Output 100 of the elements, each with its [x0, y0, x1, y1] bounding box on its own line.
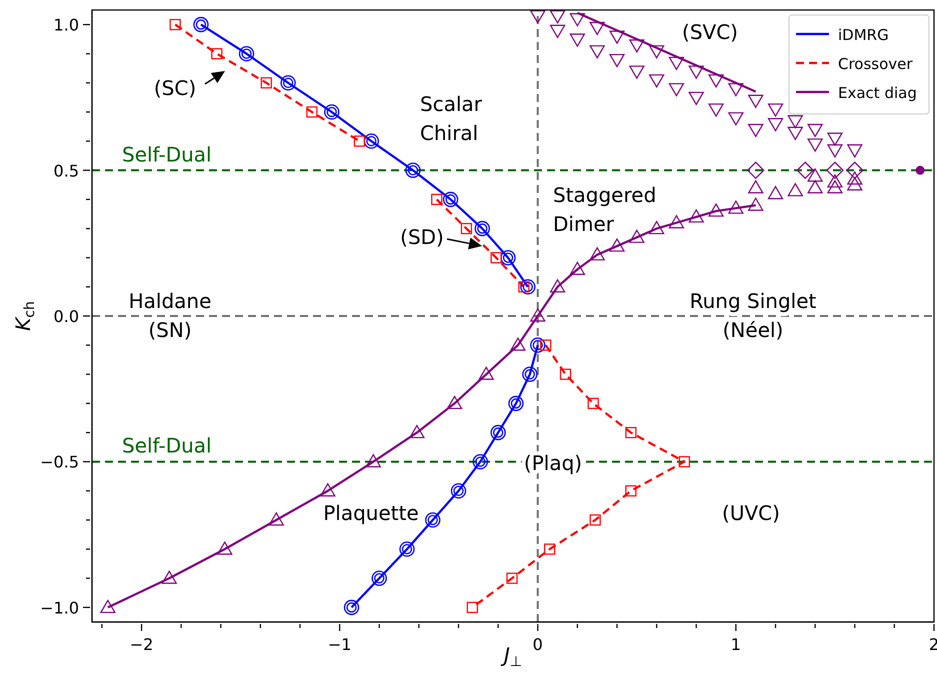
- point: [649, 220, 664, 234]
- point: [442, 192, 458, 208]
- point: [590, 514, 601, 526]
- point: [808, 180, 823, 194]
- point: [324, 104, 340, 120]
- point: [280, 75, 296, 91]
- point: [530, 337, 546, 353]
- y-tick-label: 0.0: [54, 307, 79, 326]
- point: [506, 572, 518, 584]
- point: [827, 180, 843, 194]
- point: [550, 279, 566, 292]
- point: [708, 74, 724, 88]
- x-tick-label: −1: [328, 635, 352, 654]
- point: [808, 124, 823, 138]
- point: [748, 124, 764, 138]
- point: [826, 162, 844, 179]
- point: [668, 215, 684, 228]
- y-tick-label: −1.0: [40, 598, 79, 618]
- point: [372, 570, 387, 586]
- point: [688, 66, 704, 79]
- point: [625, 485, 636, 496]
- point: [609, 54, 625, 68]
- point: [629, 39, 644, 53]
- annotation: Scalar Chiral: [420, 92, 483, 145]
- point: [748, 94, 764, 108]
- point: [478, 366, 494, 380]
- point: [268, 512, 284, 526]
- x-axis-title: J$_{⊥}$: [500, 643, 522, 670]
- point: [446, 396, 462, 410]
- point: [544, 544, 556, 555]
- point: [409, 424, 425, 438]
- point: [796, 162, 814, 179]
- point: [399, 541, 415, 557]
- point: [306, 106, 318, 118]
- point: [405, 162, 421, 178]
- annotation: Rung Singlet (Néel): [690, 289, 817, 342]
- point: [162, 570, 177, 584]
- point: [788, 115, 803, 128]
- point: [530, 308, 546, 322]
- point: [688, 209, 704, 223]
- point: [668, 56, 684, 70]
- point: [768, 118, 784, 132]
- point: [522, 366, 538, 382]
- y-tick-label: 1.0: [54, 16, 79, 35]
- point: [474, 220, 490, 236]
- point: [550, 10, 566, 24]
- point: [540, 340, 552, 351]
- y-tick-label: 0.5: [54, 161, 79, 180]
- point: [570, 34, 585, 47]
- annotation: (SD): [400, 225, 444, 249]
- point: [609, 238, 625, 252]
- point: [649, 74, 664, 88]
- point: [100, 600, 116, 614]
- ref-line-label: Self-Dual: [122, 142, 212, 166]
- point: [625, 426, 636, 438]
- point: [530, 10, 546, 24]
- point: [629, 230, 644, 243]
- point: [588, 398, 599, 410]
- point: [170, 18, 181, 30]
- point: [560, 368, 572, 380]
- point: [508, 396, 524, 412]
- point: [847, 171, 862, 185]
- point: [916, 166, 925, 175]
- point: [490, 252, 502, 264]
- ref-line-label: Self-Dual: [122, 434, 212, 458]
- point: [211, 48, 222, 60]
- x-tick-label: 1: [730, 635, 741, 654]
- point: [490, 424, 506, 440]
- annotation: (UVC): [722, 501, 780, 525]
- point: [590, 22, 605, 36]
- annotation: Staggered Dimer: [553, 183, 656, 236]
- point: [827, 132, 843, 146]
- point: [609, 30, 625, 44]
- point: [668, 83, 684, 96]
- point: [827, 144, 843, 158]
- annotation: (SVC): [682, 20, 738, 44]
- point: [431, 194, 442, 206]
- point: [748, 198, 764, 211]
- point: [510, 338, 526, 351]
- point: [500, 250, 516, 266]
- point: [748, 180, 764, 194]
- point: [450, 483, 466, 499]
- point: [590, 45, 605, 58]
- annotation: Plaquette: [323, 501, 419, 525]
- point: [728, 200, 744, 214]
- point: [590, 247, 605, 260]
- point: [550, 24, 566, 38]
- point: [366, 454, 381, 468]
- point: [846, 162, 864, 179]
- point: [570, 262, 585, 275]
- annotation: (SC): [154, 76, 196, 100]
- legend-label: Crossover: [838, 55, 914, 73]
- point: [827, 174, 843, 188]
- legend-label: iDMRG: [838, 26, 889, 44]
- point: [460, 222, 472, 234]
- point: [354, 136, 366, 147]
- point: [788, 183, 803, 196]
- x-tick-label: −2: [130, 635, 154, 654]
- point: [425, 512, 440, 528]
- point: [193, 16, 209, 32]
